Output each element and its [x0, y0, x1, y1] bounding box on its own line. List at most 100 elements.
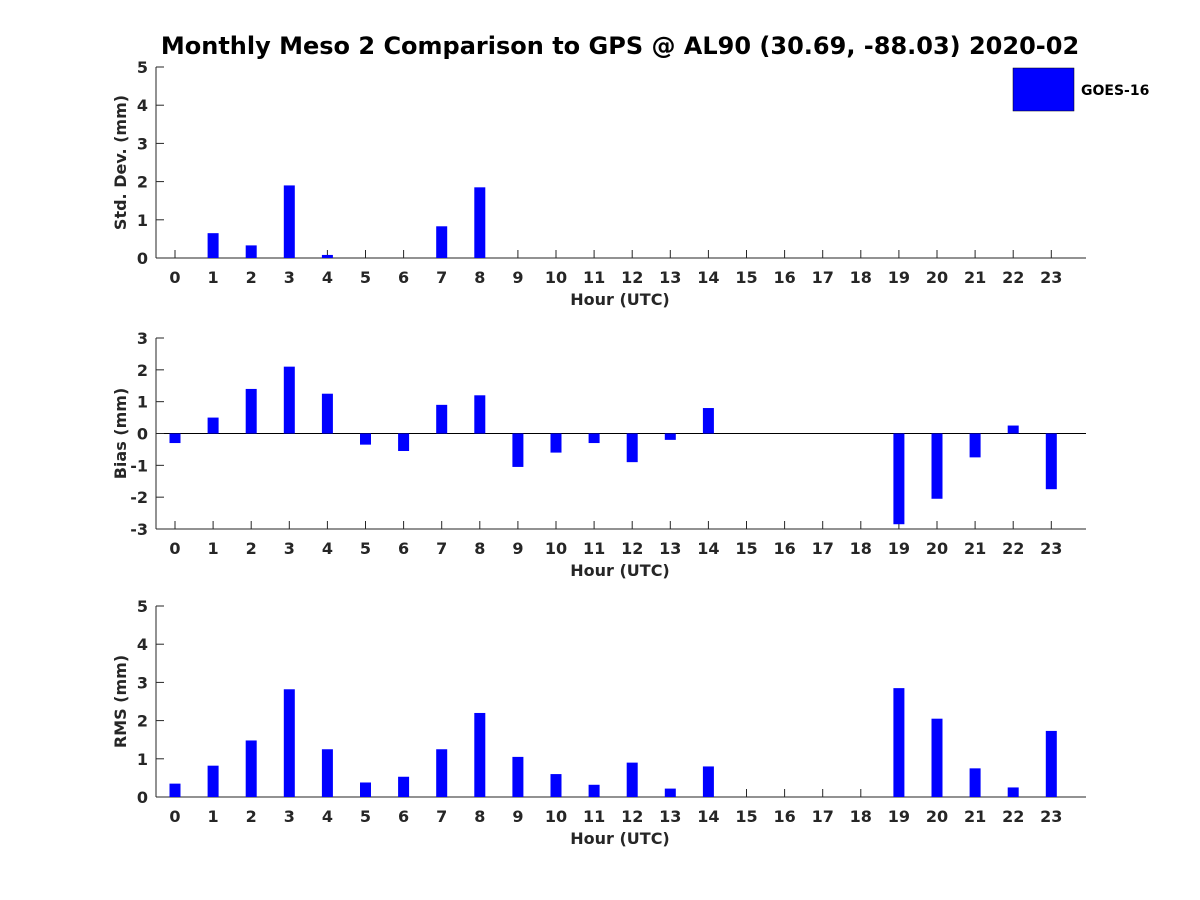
- bar-hour-20: [931, 718, 943, 797]
- x-tick-label: 12: [621, 807, 643, 826]
- x-tick-label: 12: [621, 268, 643, 287]
- y-tick-label: 3: [137, 329, 148, 348]
- bar-hour-2: [245, 740, 257, 797]
- x-tick-label: 3: [284, 807, 295, 826]
- x-tick-label: 20: [926, 268, 948, 287]
- x-tick-label: 6: [398, 268, 409, 287]
- x-tick-label: 6: [398, 807, 409, 826]
- x-axis-label: Hour (UTC): [570, 561, 670, 580]
- bar-hour-3: [283, 185, 295, 258]
- x-tick-label: 10: [545, 539, 567, 558]
- x-tick-label: 5: [360, 807, 371, 826]
- x-tick-label: 1: [208, 807, 219, 826]
- y-tick-label: -1: [130, 456, 148, 475]
- legend-label: GOES-16: [1081, 83, 1149, 99]
- x-tick-label: 12: [621, 539, 643, 558]
- bar-hour-19: [893, 688, 905, 797]
- legend-swatch-goes-16: [1012, 67, 1075, 112]
- x-tick-label: 17: [812, 268, 834, 287]
- x-tick-label: 0: [169, 539, 180, 558]
- bar-hour-8: [474, 187, 486, 258]
- x-tick-label: 0: [169, 268, 180, 287]
- x-tick-label: 16: [773, 807, 795, 826]
- bar-hour-2: [245, 245, 257, 258]
- bar-hour-0: [169, 783, 181, 797]
- bar-hour-8: [474, 712, 486, 797]
- x-tick-label: 7: [436, 539, 447, 558]
- bar-hour-10: [550, 433, 562, 453]
- x-tick-label: 17: [812, 539, 834, 558]
- x-tick-label: 5: [360, 268, 371, 287]
- y-tick-label: 4: [137, 635, 148, 654]
- x-tick-label: 13: [659, 539, 681, 558]
- bar-hour-4: [321, 393, 333, 434]
- y-tick-label: 3: [137, 673, 148, 692]
- x-tick-label: 21: [964, 268, 986, 287]
- bar-hour-8: [474, 395, 486, 434]
- bar-hour-23: [1045, 730, 1057, 797]
- bar-hour-12: [626, 433, 638, 463]
- y-tick-label: -3: [130, 520, 148, 539]
- x-tick-label: 11: [583, 807, 605, 826]
- y-tick-label: 4: [137, 96, 148, 115]
- x-tick-label: 15: [735, 807, 757, 826]
- bar-hour-2: [245, 388, 257, 434]
- y-tick-label: 2: [137, 712, 148, 731]
- x-tick-label: 18: [850, 539, 872, 558]
- x-tick-label: 9: [512, 807, 523, 826]
- y-tick-label: 0: [137, 425, 148, 444]
- y-tick-label: 0: [137, 788, 148, 807]
- bar-hour-6: [398, 433, 410, 452]
- x-tick-label: 1: [208, 539, 219, 558]
- x-tick-label: 22: [1002, 539, 1024, 558]
- x-tick-label: 2: [246, 807, 257, 826]
- bar-hour-14: [702, 766, 714, 797]
- bar-hour-13: [664, 788, 676, 797]
- bar-hour-6: [398, 776, 410, 797]
- bar-hour-11: [588, 784, 600, 797]
- x-tick-label: 9: [512, 268, 523, 287]
- bar-hour-11: [588, 433, 600, 444]
- y-tick-label: 2: [137, 361, 148, 380]
- x-tick-label: 23: [1040, 268, 1062, 287]
- x-tick-label: 8: [474, 268, 485, 287]
- x-tick-label: 19: [888, 539, 910, 558]
- x-tick-label: 20: [926, 539, 948, 558]
- x-tick-label: 4: [322, 807, 333, 826]
- bar-hour-13: [664, 433, 676, 440]
- x-tick-label: 3: [284, 539, 295, 558]
- y-axis-label: RMS (mm): [111, 655, 130, 748]
- bar-hour-4: [321, 254, 333, 258]
- x-tick-label: 19: [888, 807, 910, 826]
- bar-hour-20: [931, 433, 943, 499]
- y-axis-label: Std. Dev. (mm): [111, 95, 130, 230]
- x-tick-label: 7: [436, 807, 447, 826]
- x-tick-label: 2: [246, 539, 257, 558]
- bar-hour-12: [626, 762, 638, 797]
- x-tick-label: 13: [659, 807, 681, 826]
- x-tick-label: 16: [773, 268, 795, 287]
- x-tick-label: 14: [697, 807, 719, 826]
- x-tick-label: 4: [322, 268, 333, 287]
- bar-hour-3: [283, 689, 295, 797]
- bar-hour-5: [360, 782, 371, 797]
- y-tick-label: 0: [137, 249, 148, 268]
- x-tick-label: 21: [964, 807, 986, 826]
- bar-hour-7: [436, 404, 448, 434]
- bar-hour-7: [436, 749, 448, 797]
- x-tick-label: 0: [169, 807, 180, 826]
- x-tick-label: 6: [398, 539, 409, 558]
- y-tick-label: 1: [137, 211, 148, 230]
- x-tick-label: 10: [545, 807, 567, 826]
- y-tick-label: -2: [130, 488, 148, 507]
- x-tick-label: 4: [322, 539, 333, 558]
- bar-hour-23: [1045, 433, 1057, 490]
- bar-hour-14: [702, 408, 714, 434]
- x-tick-label: 11: [583, 539, 605, 558]
- bar-hour-7: [436, 226, 448, 258]
- x-tick-label: 8: [474, 807, 485, 826]
- x-tick-label: 22: [1002, 268, 1024, 287]
